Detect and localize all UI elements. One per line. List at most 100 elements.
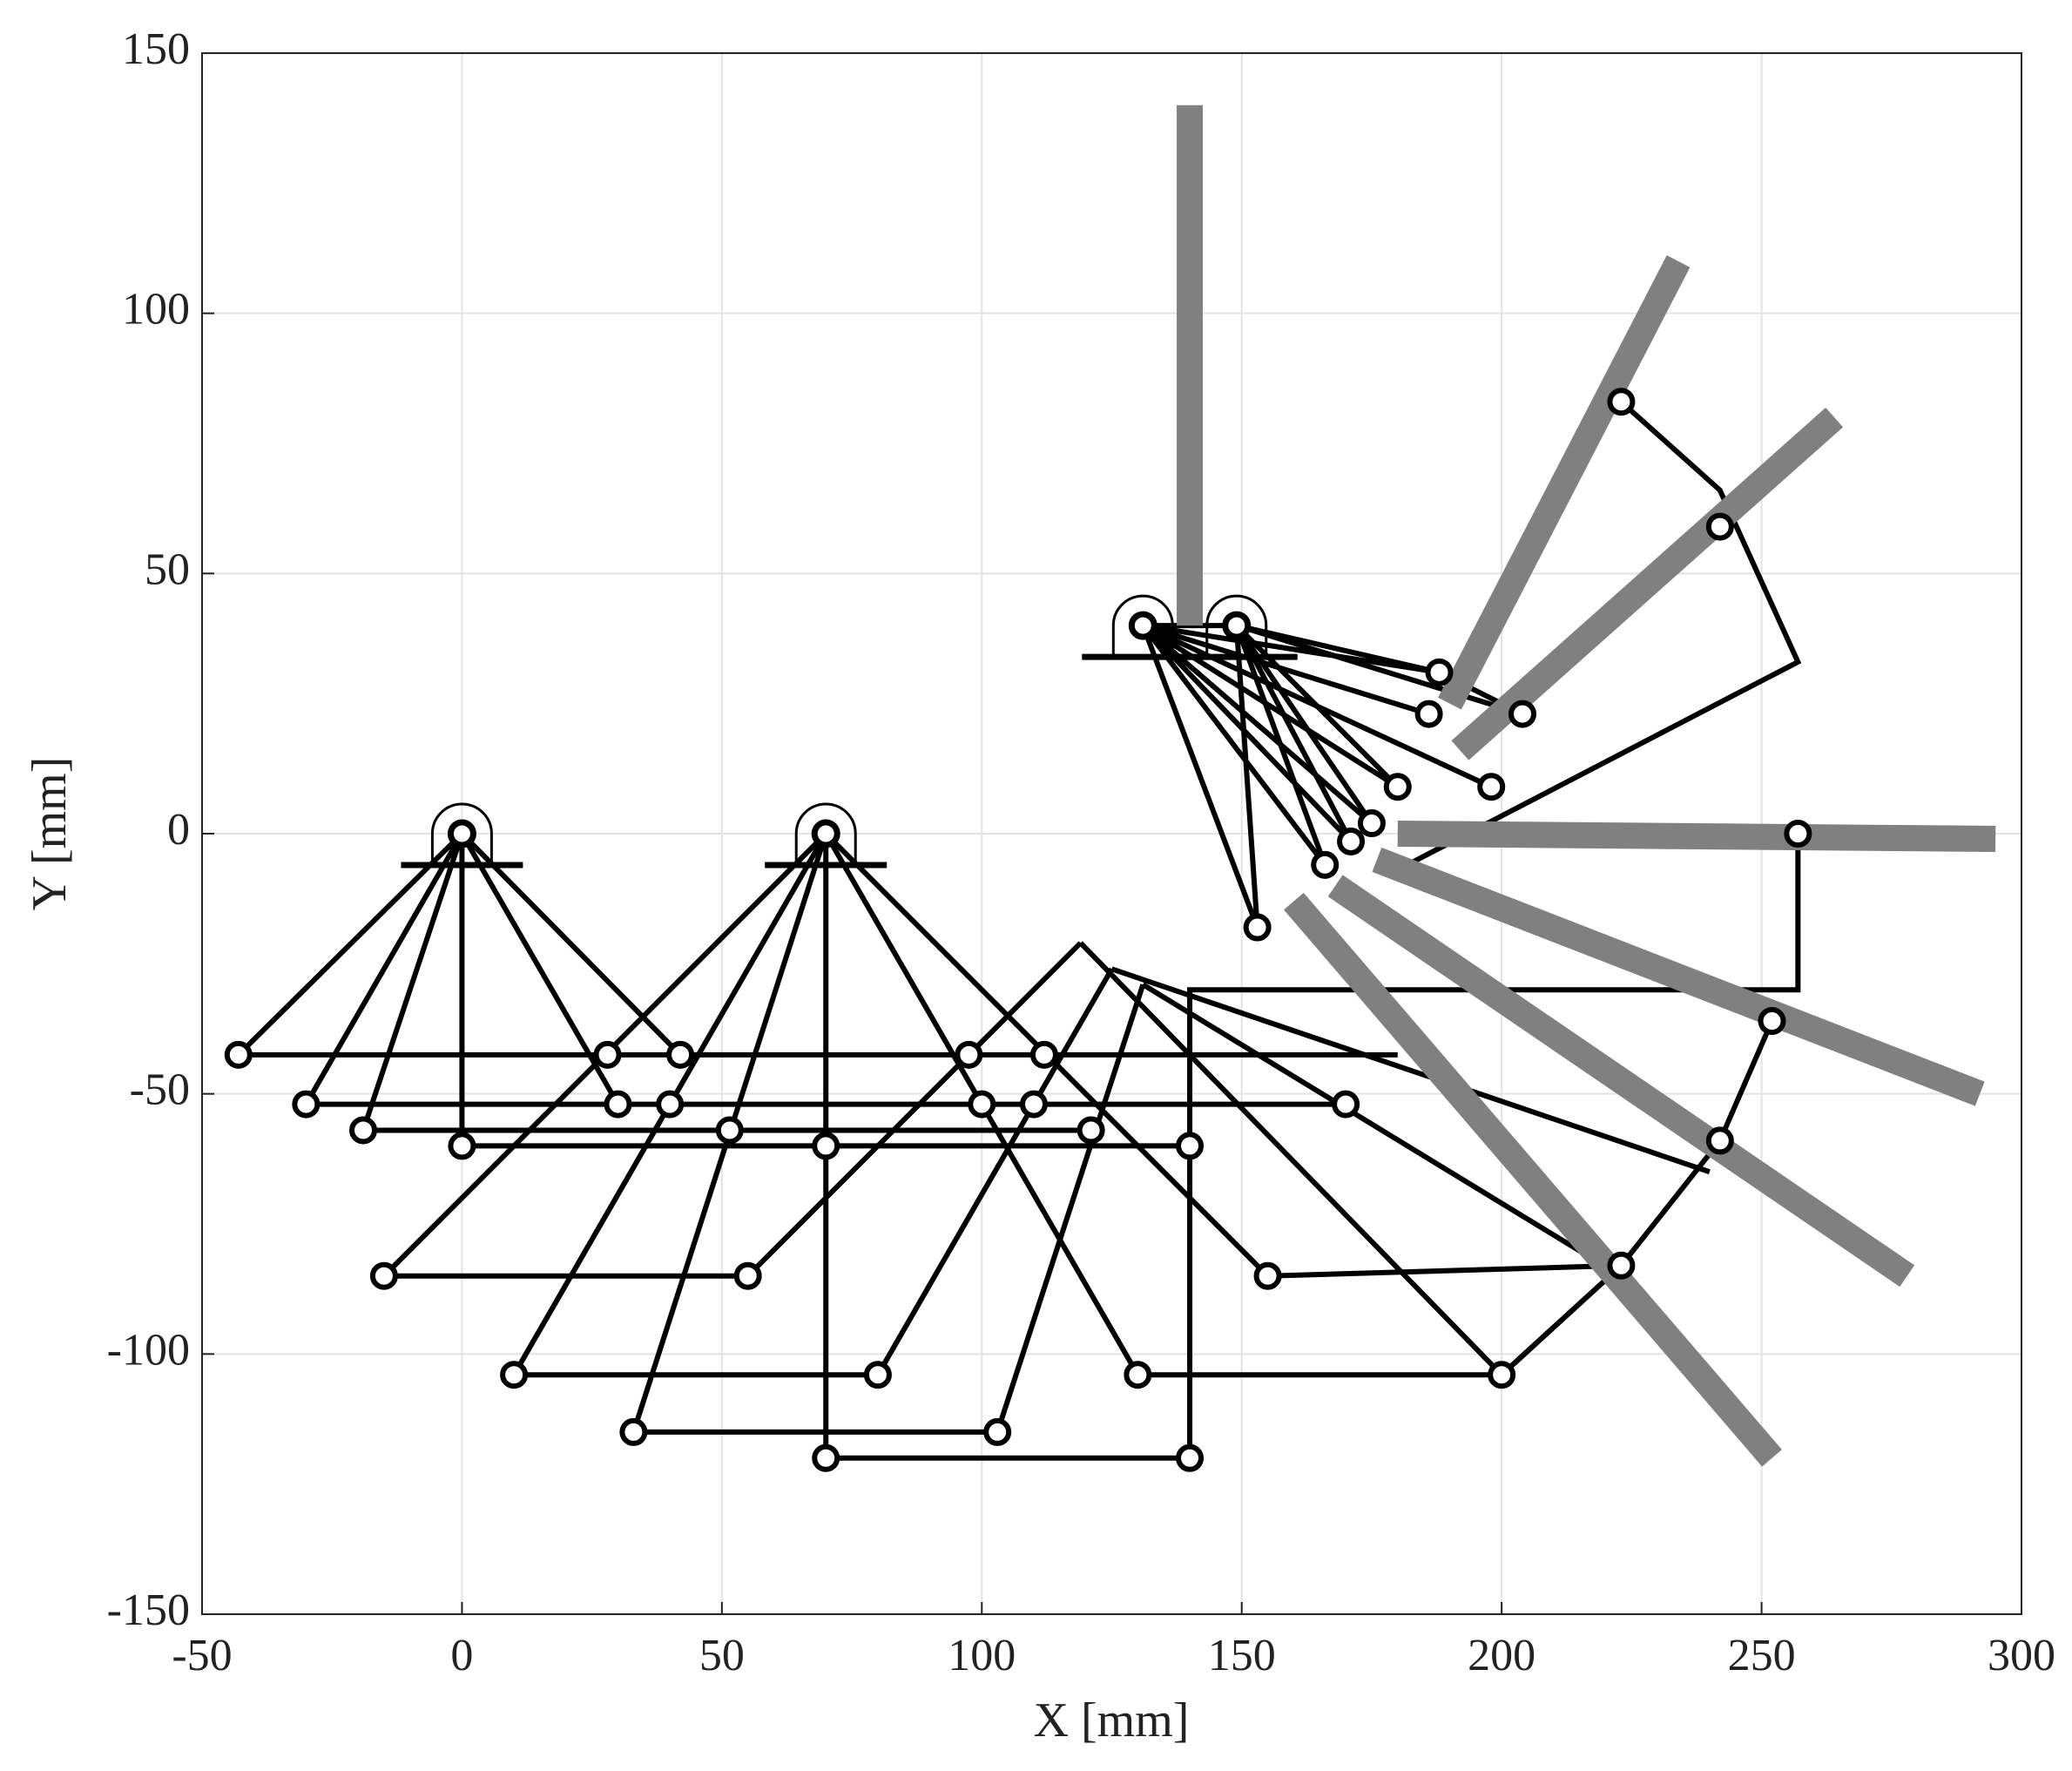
link — [1140, 625, 1260, 929]
link — [1142, 623, 1440, 675]
joint — [1176, 1443, 1205, 1472]
joint — [666, 1040, 695, 1069]
x-tick-label: 50 — [699, 1631, 745, 1680]
joint — [1425, 658, 1454, 686]
link — [1386, 399, 1802, 878]
ground-support — [1205, 594, 1268, 658]
ground-support — [1111, 594, 1174, 658]
link — [459, 832, 621, 1106]
joint — [1508, 700, 1537, 728]
bar-link — [1284, 892, 1782, 1467]
link — [1233, 625, 1328, 866]
joint — [1477, 773, 1506, 801]
joint — [1332, 1090, 1360, 1119]
link — [1142, 623, 1430, 717]
joint — [1311, 850, 1340, 879]
joint — [1705, 1126, 1734, 1155]
joint — [1607, 1251, 1636, 1280]
joint — [812, 1443, 840, 1472]
joint — [1253, 1261, 1282, 1290]
joint — [863, 1361, 892, 1389]
x-tick-label: 100 — [948, 1631, 1016, 1680]
bar-link — [1397, 821, 1996, 852]
link — [1078, 941, 1623, 1379]
joint — [349, 1116, 378, 1145]
y-tick-label: 50 — [145, 544, 190, 594]
x-tick-label: 0 — [450, 1631, 473, 1680]
link — [1235, 623, 1523, 717]
link — [875, 967, 1115, 1376]
joint — [448, 1132, 476, 1160]
joint — [715, 1116, 744, 1145]
joint — [224, 1040, 253, 1069]
y-tick-label: -150 — [107, 1585, 190, 1635]
ground-support — [794, 802, 857, 865]
joint — [1784, 820, 1812, 848]
y-tick-label: 100 — [122, 285, 190, 335]
y-tick-label: 0 — [167, 805, 190, 855]
joint — [292, 1090, 321, 1119]
joint — [1124, 1361, 1152, 1389]
link — [303, 832, 465, 1106]
y-tick-label: -50 — [130, 1065, 190, 1115]
x-tick-label: 150 — [1208, 1631, 1276, 1680]
link — [1141, 623, 1353, 844]
link — [746, 941, 1083, 1278]
link — [1110, 966, 1711, 1175]
joint — [1414, 700, 1443, 728]
x-axis-label: X [mm] — [1034, 1693, 1190, 1747]
pivot — [447, 819, 476, 848]
joint — [656, 1090, 685, 1119]
pivot — [1222, 611, 1252, 640]
joint — [1029, 1040, 1058, 1069]
link — [995, 984, 1146, 1433]
plot-frame — [201, 52, 2022, 1615]
link — [361, 833, 465, 1132]
bar-link — [1327, 875, 1915, 1288]
link — [1233, 625, 1260, 928]
y-tick-label: 150 — [122, 24, 190, 74]
bar-link — [1451, 407, 1844, 760]
link — [1140, 624, 1327, 867]
y-axis-label: Y [mm] — [23, 757, 77, 911]
joint — [1176, 1132, 1205, 1160]
joint — [1705, 512, 1734, 541]
joint — [955, 1040, 983, 1069]
pivot — [1128, 611, 1157, 640]
link — [1234, 623, 1400, 789]
joint — [1607, 388, 1636, 416]
joint — [1488, 1361, 1516, 1389]
link — [236, 831, 464, 1057]
joint — [1758, 1007, 1786, 1036]
bar-link — [1438, 255, 1691, 710]
joint — [968, 1090, 996, 1119]
joint — [1019, 1090, 1048, 1119]
joint — [983, 1417, 1012, 1446]
link — [1500, 1019, 1775, 1377]
joint — [812, 1132, 840, 1160]
joint — [593, 1040, 622, 1069]
joint — [604, 1090, 632, 1119]
joint — [1357, 809, 1386, 838]
joint — [1243, 913, 1272, 942]
joint — [500, 1361, 529, 1389]
link — [1267, 1262, 1622, 1279]
link — [1234, 624, 1353, 843]
x-tick-label: 300 — [1988, 1631, 2055, 1680]
x-tick-label: -50 — [172, 1631, 232, 1680]
joint — [619, 1417, 648, 1446]
bar-link — [1372, 847, 1985, 1106]
ground-support — [430, 802, 493, 865]
joint — [733, 1261, 762, 1290]
link — [1141, 623, 1400, 789]
pivot — [811, 819, 840, 848]
x-tick-label: 200 — [1468, 1631, 1535, 1680]
link — [1141, 982, 1597, 1263]
x-tick-label: 250 — [1728, 1631, 1796, 1680]
joint — [369, 1261, 398, 1290]
joint — [1383, 773, 1412, 801]
joint — [1076, 1116, 1105, 1145]
joint — [1337, 827, 1366, 855]
y-tick-label: -100 — [107, 1325, 190, 1375]
